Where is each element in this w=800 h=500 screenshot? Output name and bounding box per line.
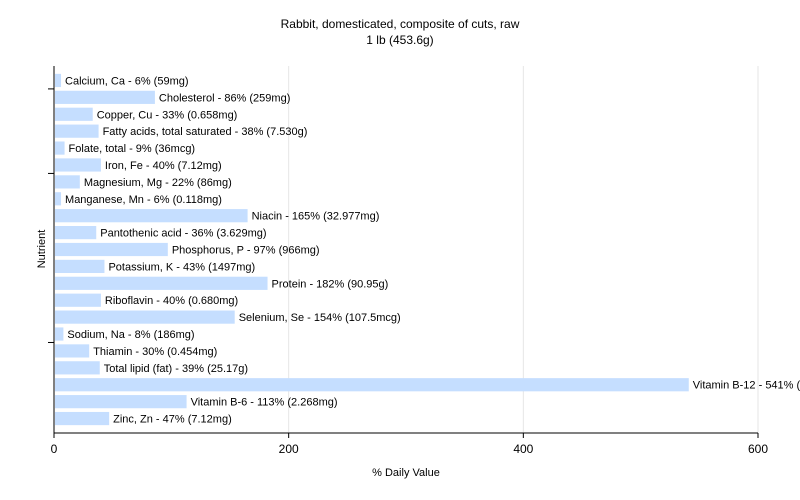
bar [55,378,689,392]
bar-label: Protein - 182% (90.95g) [272,278,389,290]
bar [55,242,168,257]
bars: Calcium, Ca - 6% (59mg) Cholesterol - 86%… [55,73,800,426]
bar-label: Vitamin B-6 - 113% (2.268mg) [191,397,338,409]
bar [55,310,235,324]
bar-label: Phosphorus, P - 97% (966mg) [172,245,320,257]
y-axis-label: Nutrient [36,230,48,269]
x-tick-label: 600 [748,442,768,456]
bar [55,107,93,121]
bar [55,276,268,290]
gridlines [288,66,759,433]
bar-label: Niacin - 165% (32.977mg) [252,211,380,223]
bar-label: Fatty acids, total saturated - 38% (7.53… [103,126,308,138]
bar [55,90,155,104]
bar [55,293,101,307]
bar [55,141,65,155]
bar-label: Sodium, Na - 8% (186mg) [67,329,194,341]
x-axis-label: % Daily Value [372,467,440,479]
bar [55,124,99,138]
bar [55,209,248,223]
x-tick-label: 400 [513,442,533,456]
bar-label: Magnesium, Mg - 22% (86mg) [84,177,232,189]
bar-label: Manganese, Mn - 6% (0.118mg) [65,194,222,206]
bar [55,226,97,240]
bar-label: Iron, Fe - 40% (7.12mg) [105,160,222,172]
bar-label: Calcium, Ca - 6% (59mg) [65,75,188,87]
y-axis-ticks [48,88,54,343]
bar [55,73,62,88]
bar-label: Selenium, Se - 154% (107.5mcg) [239,312,401,324]
chart-title: Rabbit, domesticated, composite of cuts,… [281,17,520,31]
bar-label: Riboflavin - 40% (0.680mg) [105,295,238,307]
x-tick-label: 0 [51,442,58,456]
bar-label: Thiamin - 30% (0.454mg) [93,346,217,358]
chart-subtitle: 1 lb (453.6g) [366,33,433,47]
bar-label: Vitamin B-12 - 541% (32.48mcg) [693,380,800,392]
bar [55,327,64,341]
bar-label: Zinc, Zn - 47% (7.12mg) [113,414,232,426]
bar [55,158,101,172]
bar [55,395,187,409]
bar [55,175,80,189]
x-axis-ticks: 0 200 400 600 [51,433,768,456]
bar [55,192,62,206]
bar-label: Total lipid (fat) - 39% (25.17g) [104,363,248,375]
bar-label: Pantothenic acid - 36% (3.629mg) [100,228,266,240]
bar [55,411,110,426]
bar-label: Cholesterol - 86% (259mg) [159,92,290,104]
bar-label: Copper, Cu - 33% (0.658mg) [97,109,238,121]
bar [55,344,90,358]
bar-label: Folate, total - 9% (36mcg) [69,143,196,155]
bar-label: Potassium, K - 43% (1497mg) [108,261,255,273]
x-tick-label: 200 [279,442,299,456]
bar [55,361,100,375]
bar [55,259,105,273]
